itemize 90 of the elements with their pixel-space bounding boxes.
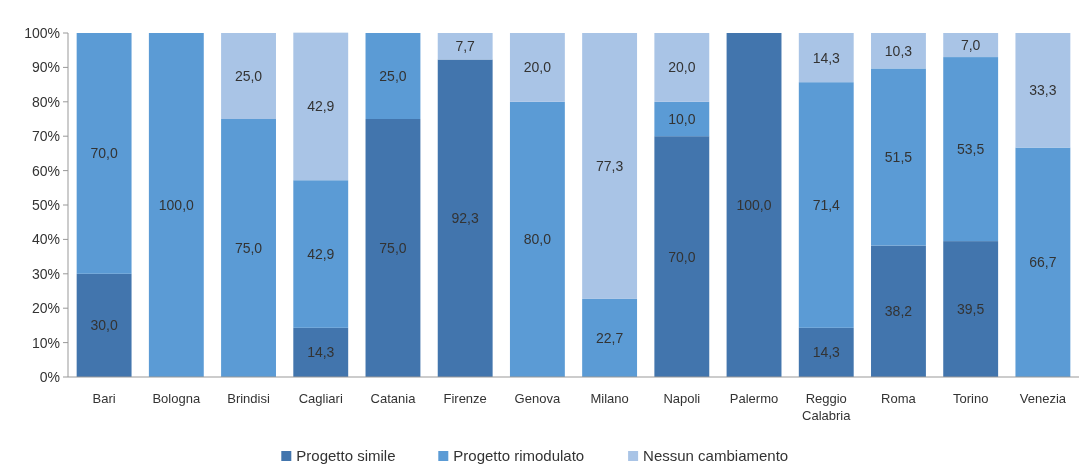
x-tick-label: Torino	[952, 391, 989, 406]
data-label: 30,0	[90, 317, 118, 334]
data-label: 20,0	[523, 59, 552, 76]
bar	[654, 101, 710, 137]
bar	[582, 298, 638, 377]
y-tick-label: 100%	[24, 25, 60, 41]
x-tick-label: Firenze	[443, 391, 487, 406]
y-tick-label: 0%	[39, 369, 60, 385]
data-label: 70,0	[668, 248, 696, 265]
bar	[798, 82, 854, 328]
data-label: 70,0	[90, 145, 118, 162]
data-label: 42,9	[307, 98, 335, 115]
y-tick-label: 60%	[31, 162, 60, 179]
data-label: 38,2	[884, 303, 913, 320]
data-label: 39,5	[957, 301, 985, 318]
bar	[221, 33, 276, 119]
data-label: 22,7	[595, 329, 624, 346]
y-tick-label: 40%	[31, 231, 60, 248]
data-label: 100,0	[158, 197, 195, 213]
data-label: 80,0	[523, 231, 552, 248]
y-tick-label: 70%	[31, 128, 60, 145]
x-tick-label: Palermo	[729, 391, 779, 406]
x-tick-label: Reggio Calabria	[802, 391, 852, 423]
data-label: 92,3	[451, 210, 480, 227]
data-label: 77,3	[595, 157, 624, 174]
bar	[76, 33, 132, 274]
x-tick-label: Genova	[514, 391, 561, 406]
y-tick-label: 90%	[31, 59, 60, 76]
data-label: 20,0	[668, 59, 696, 76]
data-label: 7,7	[455, 38, 476, 55]
bar	[798, 327, 854, 377]
bar	[509, 101, 565, 377]
bar	[943, 241, 999, 377]
data-label: 42,9	[307, 246, 335, 263]
bar	[582, 33, 638, 299]
data-label: 71,4	[812, 197, 841, 213]
data-label: 51,5	[884, 149, 913, 166]
data-label: 53,5	[957, 141, 985, 158]
x-tick-label: Cagliari	[298, 391, 343, 406]
y-tick-label: 50%	[31, 197, 60, 213]
x-tick-label: Venezia	[1019, 391, 1067, 406]
bar	[798, 33, 854, 83]
bar	[726, 33, 782, 377]
y-tick-label: 10%	[31, 334, 60, 351]
bar	[437, 33, 493, 60]
x-tick-label: Napoli	[663, 391, 701, 406]
data-label: 25,0	[234, 68, 263, 84]
data-label: 14,3	[307, 344, 335, 361]
bar	[871, 33, 926, 69]
bar	[943, 57, 999, 242]
legend-label: Nessun cambiamento	[643, 447, 789, 464]
x-tick-label: Bologna	[152, 391, 201, 406]
data-label: 75,0	[234, 240, 263, 256]
y-tick-label: 20%	[31, 300, 60, 317]
bar	[1015, 33, 1071, 148]
data-label: 25,0	[379, 68, 407, 84]
data-label: 33,3	[1029, 82, 1057, 99]
bar	[654, 136, 710, 377]
data-label: 66,7	[1029, 254, 1057, 271]
x-tick-label: Bari	[92, 391, 116, 406]
data-label: 14,3	[812, 49, 841, 66]
legend-label: Progetto simile	[296, 447, 396, 464]
data-label: 14,3	[812, 344, 841, 361]
bar	[221, 119, 276, 377]
bar	[437, 59, 493, 377]
bar	[509, 33, 565, 102]
legend-label: Progetto rimodulato	[453, 447, 585, 464]
y-tick-label: 30%	[31, 265, 60, 282]
x-tick-label: Catania	[370, 391, 417, 406]
bar	[365, 33, 421, 119]
x-tick-label: Brindisi	[227, 391, 270, 406]
bar	[1015, 147, 1071, 377]
bar	[293, 32, 349, 181]
bar	[654, 33, 710, 102]
bar	[871, 68, 926, 246]
y-tick-label: 80%	[31, 93, 60, 110]
x-tick-label: Roma	[881, 391, 917, 406]
bar	[365, 119, 421, 377]
data-label: 7,0	[960, 37, 981, 54]
bar	[293, 327, 349, 377]
bar	[943, 33, 999, 58]
bar	[293, 180, 349, 328]
data-label: 10,0	[668, 111, 696, 127]
bar	[148, 33, 204, 377]
data-label: 75,0	[379, 240, 407, 256]
data-label: 100,0	[736, 197, 772, 213]
x-tick-label: Milano	[590, 391, 629, 406]
bar	[76, 273, 132, 377]
bar	[871, 245, 926, 377]
data-label: 10,3	[884, 42, 913, 59]
